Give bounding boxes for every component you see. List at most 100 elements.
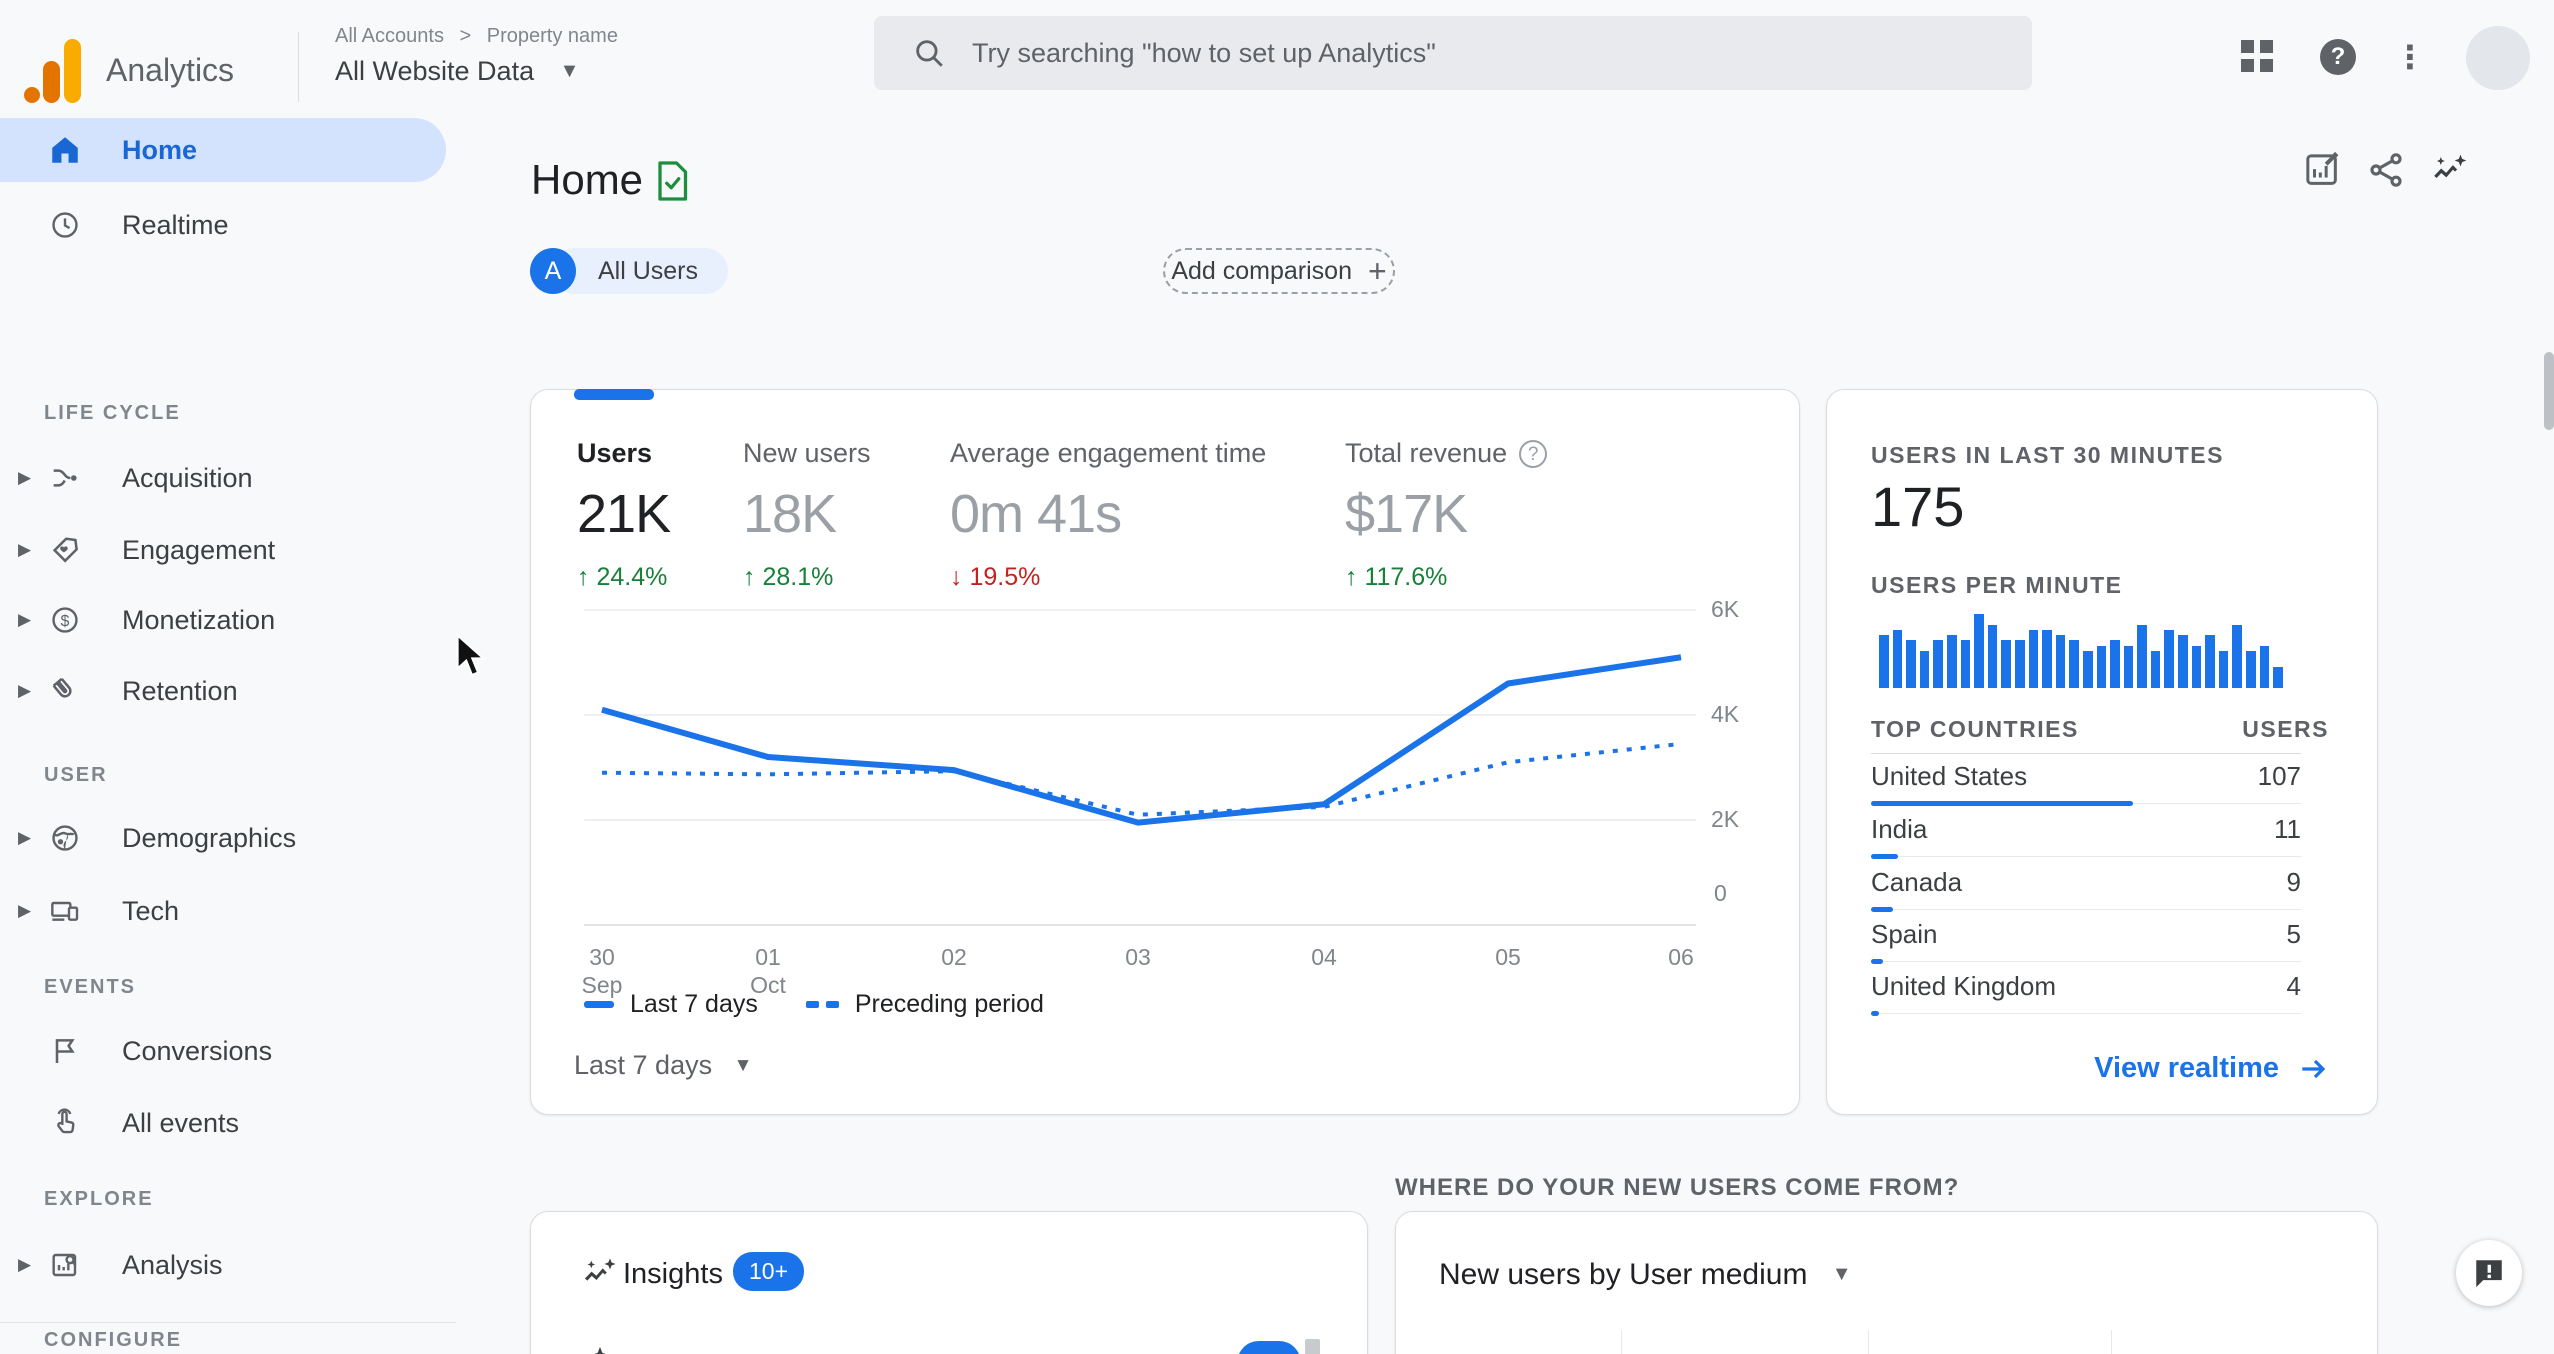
sidebar-item-label: Monetization [122, 604, 276, 635]
top-countries-header: TOP COUNTRIES [1871, 716, 2079, 742]
sidebar-item-tech[interactable]: ▶ Tech [0, 879, 446, 943]
view-realtime-link[interactable]: View realtime [2094, 1052, 2329, 1085]
minute-bar [2150, 651, 2161, 688]
sidebar-item-analysis[interactable]: ▶ Analysis [0, 1233, 446, 1297]
acquisition-icon [48, 461, 82, 495]
app-header: Analytics All Accounts > Property name A… [0, 0, 2554, 118]
minute-bar [2014, 640, 2025, 688]
sidebar-item-label: Home [122, 134, 198, 165]
divider [0, 1322, 458, 1323]
y-axis-tick: 6K [1711, 596, 1740, 622]
insights-sparkle-icon[interactable] [2430, 150, 2470, 190]
realtime-users-value: 175 [1871, 475, 1965, 538]
new-users-card: New users by User medium ▼ [1395, 1211, 2378, 1354]
breadcrumb-property[interactable]: Property name [486, 25, 618, 47]
metric-value: 0m 41s [950, 484, 1122, 544]
segment-chip-all-users[interactable]: A All Users [530, 248, 729, 294]
sidebar-item-home[interactable]: Home [0, 118, 446, 182]
sidebar-item-all-events[interactable]: All events [0, 1091, 446, 1155]
view-realtime-label: View realtime [2094, 1052, 2279, 1084]
sidebar-item-engagement[interactable]: ▶ Engagement [0, 518, 446, 582]
metric-new-users[interactable]: New users 18K ↑ 28.1% [743, 438, 871, 592]
users-trend-chart [584, 609, 1696, 926]
country-bar [1871, 1011, 1880, 1016]
insights-title: Insights [623, 1258, 723, 1290]
breadcrumb-separator: > [459, 25, 472, 47]
feedback-bubble-icon [2476, 1260, 2502, 1288]
expand-arrow-icon[interactable]: ▶ [18, 610, 32, 629]
google-apps-icon[interactable] [2241, 40, 2274, 73]
breadcrumb[interactable]: All Accounts > Property name [335, 25, 618, 48]
expand-arrow-icon[interactable]: ▶ [18, 828, 32, 847]
dimension-selector-label: New users by User medium [1439, 1258, 1808, 1291]
legend-label: Last 7 days [630, 990, 758, 1018]
chart-gridline [1621, 1330, 1622, 1354]
feedback-button[interactable] [2456, 1240, 2522, 1306]
help-icon[interactable]: ? [1519, 440, 1548, 468]
country-name: Canada [1871, 867, 1963, 897]
dimension-selector[interactable]: New users by User medium ▼ [1439, 1258, 1852, 1292]
country-row[interactable]: United States 107 [1871, 751, 2301, 806]
period-selector[interactable]: Last 7 days ▼ [574, 1050, 752, 1081]
expand-arrow-icon[interactable]: ▶ [18, 540, 32, 559]
help-icon[interactable]: ? [2320, 39, 2356, 75]
minute-bar [2096, 645, 2107, 688]
trend-up-icon: ↑ [743, 563, 756, 591]
metric-total-revenue[interactable]: Total revenue? $17K ↑ 117.6% [1345, 438, 1548, 592]
minute-bar [1892, 629, 1903, 688]
users-column-header: USERS [2242, 716, 2329, 742]
minute-bar [1974, 614, 1984, 688]
expand-arrow-icon[interactable]: ▶ [18, 681, 32, 700]
minute-bar [1987, 624, 1998, 688]
expand-arrow-icon[interactable]: ▶ [18, 901, 32, 920]
add-comparison-button[interactable]: Add comparison + [1163, 248, 1395, 294]
country-row[interactable]: India 11 [1871, 804, 2301, 859]
sidebar-nav: Home Realtime LIFE CYCLE ▶ Acquisition ▶… [0, 118, 458, 1354]
x-axis-tick: 05 [1495, 944, 1521, 970]
sidebar-section-configure: CONFIGURE [44, 1329, 182, 1351]
insights-count-badge[interactable]: 10+ [733, 1252, 805, 1291]
chevron-down-icon: ▼ [733, 1055, 753, 1076]
sidebar-item-monetization[interactable]: ▶ $ Monetization [0, 588, 446, 652]
customize-report-icon[interactable] [2302, 150, 2342, 190]
sidebar-item-label: Retention [122, 675, 238, 706]
period-selector-label: Last 7 days [574, 1050, 713, 1080]
svg-text:$: $ [61, 613, 70, 630]
country-bar [1871, 907, 1893, 912]
summary-card: Users 21K ↑ 24.4% New users 18K ↑ 28.1% … [530, 389, 1800, 1115]
metric-delta: 117.6% [1364, 563, 1448, 591]
sidebar-section-events: EVENTS [44, 976, 137, 998]
country-row[interactable]: United Kingdom 4 [1871, 961, 2301, 1016]
minute-bar [1919, 651, 1930, 688]
share-icon[interactable] [2366, 150, 2406, 190]
more-vert-icon[interactable]: ⋮ [2394, 39, 2426, 75]
country-row[interactable]: Canada 9 [1871, 857, 2301, 912]
country-name: Spain [1871, 919, 1938, 949]
expand-arrow-icon[interactable]: ▶ [18, 1255, 32, 1274]
x-axis-tick: 02 [941, 944, 967, 970]
metric-delta: 24.4% [596, 563, 668, 591]
x-axis-tick: 01 Oct [750, 944, 786, 998]
sidebar-item-realtime[interactable]: Realtime [0, 193, 446, 257]
realtime-title: USERS IN LAST 30 MINUTES [1871, 442, 2224, 468]
insights-card: Insights 10+ N [530, 1211, 1368, 1354]
sidebar-section-explore: EXPLORE [44, 1188, 154, 1210]
breadcrumb-accounts[interactable]: All Accounts [335, 25, 444, 47]
page-scrollbar[interactable] [2544, 352, 2554, 430]
card-scrollbar[interactable] [1305, 1339, 1320, 1354]
search-input[interactable] [972, 37, 1872, 69]
metric-users[interactable]: Users 21K ↑ 24.4% [577, 438, 671, 592]
metric-avg-engagement-time[interactable]: Average engagement time 0m 41s ↓ 19.5% [950, 438, 1266, 592]
sidebar-item-retention[interactable]: ▶ Retention [0, 659, 446, 723]
property-selector-label: All Website Data [335, 56, 535, 86]
sidebar-item-conversions[interactable]: Conversions [0, 1019, 446, 1083]
country-row[interactable]: Spain 5 [1871, 909, 2301, 964]
chevron-down-icon: ▼ [559, 60, 580, 82]
property-selector[interactable]: All Website Data ▼ [335, 56, 579, 87]
sidebar-item-acquisition[interactable]: ▶ Acquisition [0, 446, 446, 510]
sidebar-item-demographics[interactable]: ▶ Demographics [0, 806, 446, 870]
global-search[interactable] [874, 16, 2032, 90]
metric-label: Average engagement time [950, 438, 1267, 468]
expand-arrow-icon[interactable]: ▶ [18, 468, 32, 487]
account-avatar[interactable] [2466, 26, 2530, 90]
